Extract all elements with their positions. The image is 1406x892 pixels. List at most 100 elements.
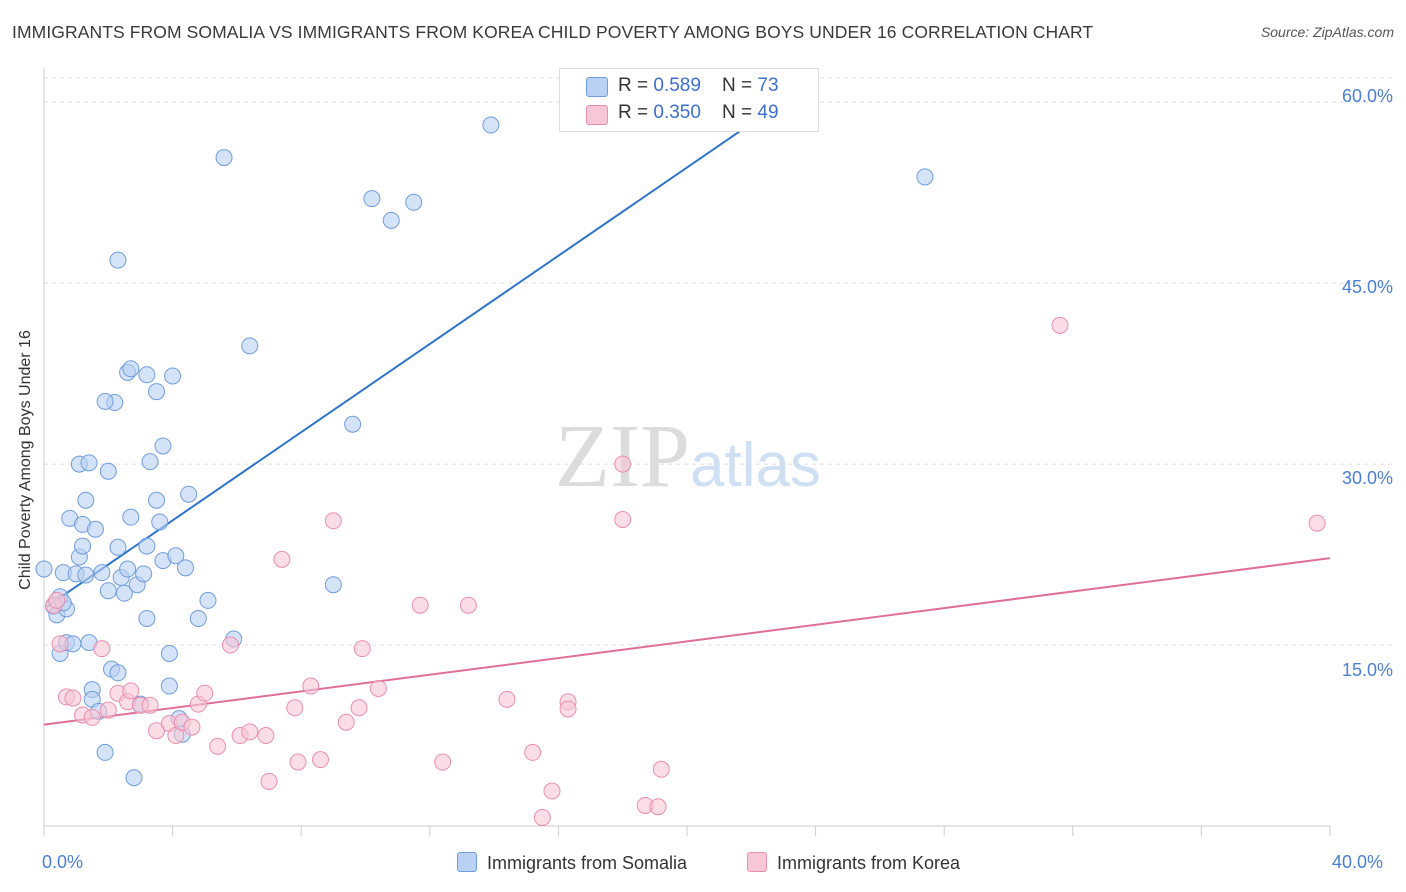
korea-point	[209, 737, 227, 755]
korea-point	[614, 455, 632, 473]
somalia-r-label: R =	[618, 75, 654, 96]
somalia-point	[96, 743, 114, 761]
somalia-swatch	[586, 77, 608, 97]
somalia-n-label: N =	[722, 75, 758, 96]
somalia-point	[363, 190, 381, 208]
somalia-point	[109, 538, 127, 556]
somalia-point	[405, 193, 423, 211]
somalia-point	[151, 513, 169, 531]
somalia-point	[35, 560, 53, 578]
y-tick-45: 45.0%	[1341, 277, 1393, 297]
somalia-point	[138, 366, 156, 384]
somalia-point	[164, 367, 182, 385]
legend-somalia: Immigrants from Somalia	[457, 852, 687, 874]
somalia-point	[109, 251, 127, 269]
somalia-point	[80, 454, 98, 472]
somalia-point	[482, 116, 500, 134]
y-tick-60: 60.0%	[1341, 86, 1393, 106]
somalia-point	[74, 537, 92, 555]
somalia-point	[122, 508, 140, 526]
korea-point	[369, 679, 387, 697]
chart-title: IMMIGRANTS FROM SOMALIA VS IMMIGRANTS FR…	[12, 22, 1094, 42]
y-tick-30: 30.0%	[1341, 468, 1393, 488]
source-label: Source: ZipAtlas.com	[1260, 24, 1394, 40]
korea-point	[652, 760, 670, 778]
korea-point	[459, 596, 477, 614]
korea-point	[289, 753, 307, 771]
watermark: ZIPatlas	[555, 405, 821, 508]
somalia-point	[99, 462, 117, 480]
korea-point	[614, 511, 632, 529]
legend-somalia-swatch	[457, 852, 477, 872]
legend-korea: Immigrants from Korea	[747, 852, 960, 874]
somalia-stats: R = 0.589 N = 73	[618, 75, 779, 99]
legend-korea-label: Immigrants from Korea	[777, 853, 961, 873]
korea-point	[122, 682, 140, 700]
korea-point	[559, 700, 577, 718]
korea-point	[411, 596, 429, 614]
korea-point	[286, 699, 304, 717]
korea-point	[257, 727, 275, 745]
somalia-point	[215, 149, 233, 167]
somalia-point	[135, 565, 153, 583]
somalia-point	[176, 559, 194, 577]
korea-r-value: 0.350	[653, 102, 701, 123]
korea-point	[93, 640, 111, 658]
somalia-point	[115, 584, 133, 602]
korea-point	[141, 696, 159, 714]
korea-point	[337, 713, 355, 731]
korea-point	[83, 708, 101, 726]
somalia-point	[199, 591, 217, 609]
grid-lines	[44, 77, 1392, 646]
somalia-point	[141, 453, 159, 471]
somalia-point	[86, 520, 104, 538]
korea-point	[543, 782, 561, 800]
y-tick-15: 15.0%	[1341, 660, 1393, 680]
korea-point	[302, 677, 320, 695]
axes	[43, 68, 1331, 836]
korea-point	[260, 772, 278, 790]
watermark-atlas: atlas	[690, 431, 821, 500]
korea-n-value: 49	[757, 102, 779, 123]
somalia-point	[148, 383, 166, 401]
korea-point	[148, 722, 166, 740]
korea-point	[64, 689, 82, 707]
korea-point	[99, 701, 117, 719]
korea-point	[241, 723, 259, 741]
somalia-point	[154, 437, 172, 455]
korea-swatch	[586, 105, 608, 125]
somalia-point	[109, 664, 127, 682]
correlation-legend: R = 0.589 N = 73 R = 0.350 N = 49	[559, 68, 819, 132]
legend-korea-swatch	[747, 852, 767, 872]
korea-point	[183, 718, 201, 736]
somalia-point	[344, 415, 362, 433]
korea-point	[498, 690, 516, 708]
korea-point	[524, 743, 542, 761]
korea-point	[51, 635, 69, 653]
somalia-point	[138, 609, 156, 627]
somalia-point	[382, 211, 400, 229]
korea-r-label: R =	[618, 102, 654, 123]
somalia-point	[324, 576, 342, 594]
legend-somalia-label: Immigrants from Somalia	[487, 853, 688, 873]
korea-point	[324, 512, 342, 530]
korea-point	[649, 798, 667, 816]
korea-stats: R = 0.350 N = 49	[618, 102, 779, 126]
somalia-point	[99, 582, 117, 600]
somalia-r-value: 0.589	[653, 75, 701, 96]
somalia-point	[77, 566, 95, 584]
korea-point	[48, 591, 66, 609]
somalia-point	[93, 564, 111, 582]
somalia-point	[160, 644, 178, 662]
somalia-trend-line	[46, 104, 778, 608]
somalia-point	[122, 360, 140, 378]
somalia-point	[96, 392, 114, 410]
y-axis-label: Child Poverty Among Boys Under 16	[17, 330, 34, 590]
somalia-point	[189, 609, 207, 627]
korea-n-label: N =	[722, 102, 758, 123]
korea-point	[350, 699, 368, 717]
korea-point	[533, 809, 551, 827]
somalia-point	[241, 337, 259, 355]
somalia-point	[167, 547, 185, 565]
